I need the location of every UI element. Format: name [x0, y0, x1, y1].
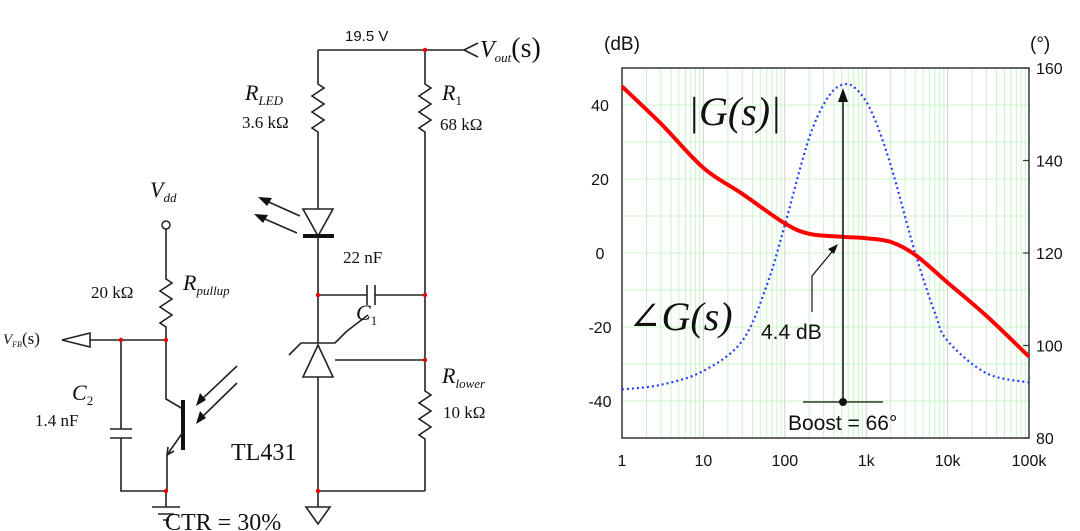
- gain-annotation: 4.4 dB: [761, 321, 822, 344]
- c2-label: C2: [72, 380, 93, 408]
- r1-label: R1: [441, 80, 462, 108]
- light-arrow-icon: [196, 393, 206, 424]
- ground-icon: [304, 491, 332, 526]
- y-left-tick-label: -40: [588, 394, 611, 411]
- arrowhead-icon: [828, 244, 838, 254]
- y-left-tick-label: 40: [591, 98, 609, 115]
- rlower-label: Rlower: [441, 363, 486, 391]
- rail-voltage-label: 19.5 V: [345, 28, 388, 45]
- magnitude-label: |G(s)|: [688, 89, 781, 134]
- x-tick-label: 100: [771, 453, 798, 470]
- vfb-arrow: [61, 331, 166, 349]
- grid: [621, 68, 1029, 438]
- magnitude-series-line: [620, 85, 1031, 359]
- rpullup-value: 20 kΩ: [91, 283, 133, 302]
- vfb-label: VFB(s): [3, 329, 40, 349]
- y-right-tick-label: 160: [1036, 61, 1063, 78]
- rlower-value: 10 kΩ: [443, 403, 485, 422]
- emitter-arrow-icon: [166, 446, 175, 456]
- wire: [317, 314, 425, 491]
- y-left-tick-label: -20: [588, 320, 611, 337]
- y-right-tick-label: 100: [1036, 339, 1063, 356]
- y-left-tick-label: 20: [591, 172, 609, 189]
- y-right-tick-label: 120: [1036, 246, 1063, 263]
- vdd-terminal: [161, 220, 171, 230]
- rled-label: RLED: [244, 80, 284, 108]
- r1-resistor: [417, 50, 433, 491]
- incoming-light-arrows: [199, 365, 238, 420]
- ctr-label: CTR = 30%: [165, 510, 281, 531]
- ground-icon: [152, 491, 180, 521]
- x-tick-label: 1: [618, 453, 627, 470]
- rled-value: 3.6 kΩ: [242, 113, 289, 132]
- comp-capacitor: [318, 285, 425, 305]
- x-tick-label: 10: [695, 453, 713, 470]
- phase-series-line: [621, 82, 1030, 391]
- arrowhead-icon: [838, 88, 848, 102]
- vout-label: Vout(s): [480, 33, 541, 65]
- c2-value: 1.4 nF: [35, 411, 78, 430]
- left-axis-label: (dB): [604, 34, 640, 55]
- cap-22n-label: 22 nF: [343, 248, 382, 267]
- rpullup-label: Rpullup: [182, 270, 230, 298]
- tl431-label: TL431: [231, 440, 296, 466]
- emitter-wire: [166, 431, 184, 491]
- c2-capacitor: [110, 340, 166, 492]
- y-left-tick-label: 0: [596, 246, 605, 263]
- rled-resistor: [310, 50, 326, 209]
- vdd-label: Vdd: [150, 177, 177, 205]
- tick-labels: 1 10 100 1k 10k 100k 40 20 0 -20 -40 160 140 120 100 80: [588, 61, 1062, 470]
- x-tick-label: 1k: [858, 453, 876, 470]
- right-axis-label: (°): [1030, 34, 1050, 55]
- boost-origin-dot: [839, 398, 847, 406]
- led-diode: [301, 208, 335, 238]
- x-tick-label: 10k: [935, 453, 962, 470]
- c1-label: C1: [356, 300, 377, 328]
- boost-annotation: Boost = 66°: [788, 412, 897, 435]
- r1-value: 68 kΩ: [440, 115, 482, 134]
- y-right-tick-label: 80: [1036, 431, 1054, 448]
- y-right-tick-label: 140: [1036, 154, 1063, 171]
- phase-label: ∠G(s): [628, 294, 733, 339]
- circuit-diagram: 19.5 V Vout(s) RLED 3.6 kΩ 22 nF R1 68 k…: [3, 28, 541, 531]
- gain-pointer: [811, 246, 837, 312]
- junction-dots: [118, 47, 428, 494]
- light-arrow-icon: [254, 197, 272, 223]
- bode-plot: (dB) (°) 1 10 100 1k 10k 100k 40 20 0 -20 -40 160 14…: [588, 34, 1062, 470]
- rpullup-resistor: [158, 229, 184, 410]
- x-tick-label: 100k: [1012, 453, 1048, 470]
- vout-arrow: [462, 42, 479, 58]
